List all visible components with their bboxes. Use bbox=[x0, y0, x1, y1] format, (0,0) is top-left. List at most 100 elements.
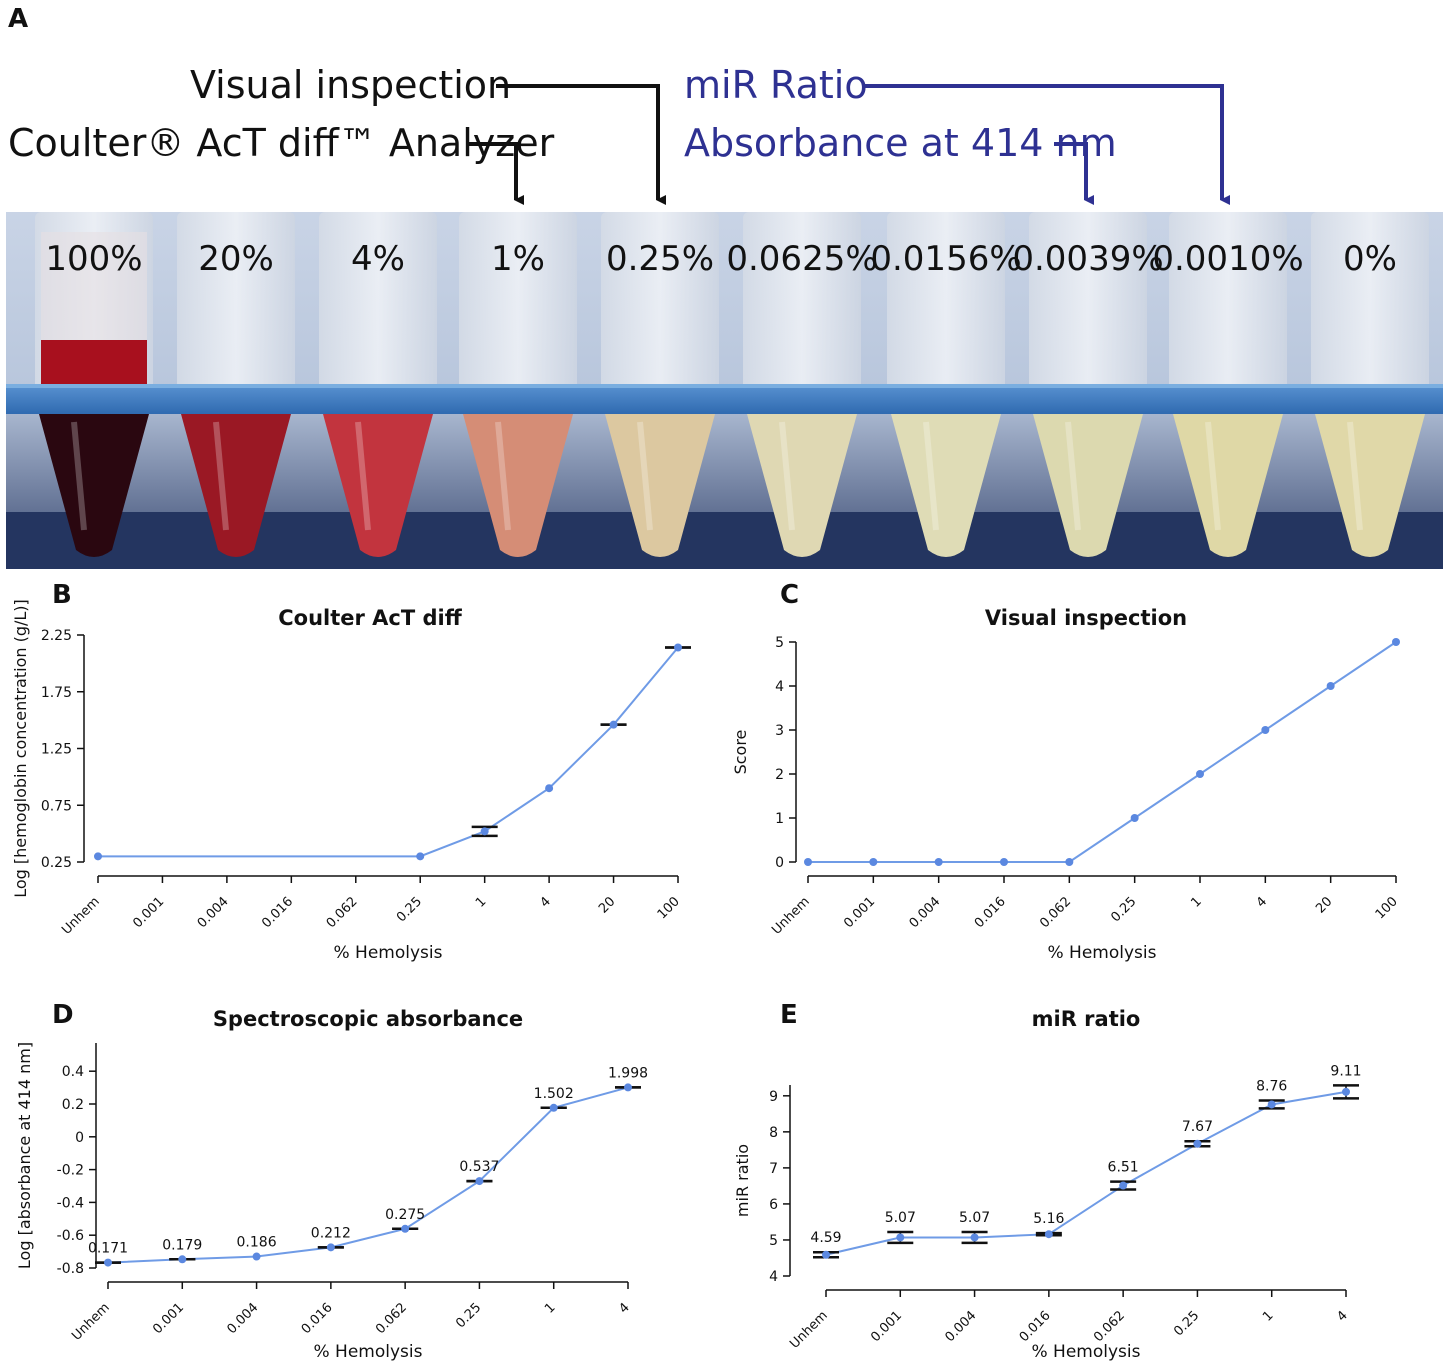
tube-liquid bbox=[1315, 414, 1425, 557]
x-tick-label: 0.004 bbox=[195, 894, 232, 931]
x-tick-label: 0.004 bbox=[224, 1300, 261, 1337]
tube-label: 0.25% bbox=[606, 239, 714, 279]
x-tick-label: 0.004 bbox=[942, 1308, 979, 1345]
x-tick-label: 0.016 bbox=[1017, 1308, 1054, 1345]
x-tick-label: 0.062 bbox=[1091, 1308, 1128, 1345]
x-tick-label: 0.25 bbox=[1171, 1308, 1202, 1339]
series-line bbox=[98, 646, 679, 858]
data-label: 5.16 bbox=[1033, 1211, 1064, 1227]
x-tick-label: Unhem bbox=[769, 894, 813, 938]
y-tick-label: 0.75 bbox=[41, 798, 72, 814]
x-tick-label: 100 bbox=[1373, 894, 1401, 922]
data-point bbox=[401, 1224, 410, 1233]
method-arrows bbox=[466, 84, 1230, 205]
tube-label: 0.0625% bbox=[726, 239, 877, 279]
x-tick-label: Unhem bbox=[69, 1300, 113, 1344]
tube-label: 0% bbox=[1343, 239, 1397, 279]
data-point bbox=[1267, 1100, 1276, 1109]
y-tick-label: 0.4 bbox=[62, 1064, 84, 1080]
tube bbox=[459, 212, 577, 392]
x-tick-label: 4 bbox=[616, 1300, 632, 1316]
data-point bbox=[416, 852, 425, 861]
y-tick-label: 8 bbox=[769, 1125, 778, 1141]
x-tick-label: 0.062 bbox=[373, 1300, 410, 1337]
data-point bbox=[326, 1243, 335, 1252]
data-point bbox=[869, 858, 878, 866]
x-tick-label: 0.001 bbox=[868, 1308, 905, 1345]
y-tick-label: 3 bbox=[775, 723, 784, 739]
y-axis-label: Log [hemoglobin concentration (g/L)] bbox=[11, 599, 30, 898]
data-label: 1.998 bbox=[608, 1065, 648, 1081]
data-point bbox=[1326, 682, 1335, 690]
data-point bbox=[1261, 726, 1270, 734]
data-label: 7.67 bbox=[1182, 1119, 1213, 1135]
y-axis-label: miR ratio bbox=[733, 1144, 752, 1217]
panel-letter-b: B bbox=[52, 580, 72, 610]
data-point bbox=[480, 827, 489, 836]
x-tick-label: 1 bbox=[1260, 1308, 1276, 1324]
tube-liquid bbox=[323, 414, 433, 557]
x-axis-label: % Hemolysis bbox=[1032, 1342, 1141, 1362]
tube-rack bbox=[6, 384, 1443, 414]
tube-upper bbox=[41, 232, 147, 340]
tube bbox=[887, 212, 1005, 392]
data-label: 0.275 bbox=[385, 1207, 425, 1223]
data-point bbox=[1065, 858, 1074, 866]
tube-highlight bbox=[923, 421, 939, 531]
tube-highlight bbox=[1205, 421, 1221, 531]
x-tick-label: 0.001 bbox=[150, 1300, 187, 1337]
tube bbox=[319, 212, 437, 392]
chart-title: Spectroscopic absorbance bbox=[213, 1007, 523, 1031]
arrow-visual-inspection bbox=[496, 84, 666, 205]
x-tick-label: 100 bbox=[655, 894, 683, 922]
x-tick-label: 0.016 bbox=[259, 894, 296, 931]
data-label: 0.186 bbox=[237, 1235, 277, 1251]
y-tick-label: 4 bbox=[769, 1269, 778, 1285]
y-tick-label: 9 bbox=[769, 1089, 778, 1105]
data-point bbox=[1193, 1139, 1202, 1148]
x-tick-label: 0.016 bbox=[972, 894, 1009, 931]
data-point bbox=[1130, 814, 1139, 822]
data-label: 0.171 bbox=[88, 1241, 128, 1257]
data-point bbox=[970, 1233, 979, 1242]
tube-label: 4% bbox=[351, 239, 405, 279]
chart-mir-ratio: miR ratio 4 5 6 7 8 9 miR ratio Unhem 0.001 0.004 0… bbox=[733, 1007, 1362, 1362]
x-tick-label: Unhem bbox=[787, 1308, 831, 1352]
tube bbox=[601, 212, 719, 392]
y-axis-label: Log [absorbance at 414 nm] bbox=[15, 1042, 34, 1269]
chart-visual-inspection: Visual inspection 0 1 2 3 4 5 Score Unhem 0.001 0.… bbox=[731, 606, 1401, 963]
x-tick-label: 0.25 bbox=[453, 1300, 484, 1331]
x-tick-label: 20 bbox=[596, 894, 618, 916]
data-point bbox=[1044, 1230, 1053, 1239]
y-tick-label: 1.75 bbox=[41, 685, 72, 701]
data-point bbox=[624, 1083, 632, 1092]
tube-liquid bbox=[1173, 414, 1283, 557]
data-label: 5.07 bbox=[885, 1210, 916, 1226]
tube-label: 100% bbox=[45, 239, 142, 279]
data-point bbox=[104, 1258, 112, 1267]
y-tick-label: 2 bbox=[775, 767, 784, 783]
data-point bbox=[475, 1177, 484, 1186]
y-axis-label: Score bbox=[731, 730, 750, 775]
x-tick-label: 1 bbox=[1188, 894, 1204, 910]
data-label: 9.11 bbox=[1330, 1063, 1361, 1079]
chart-title: miR ratio bbox=[1032, 1007, 1141, 1031]
tube bbox=[1169, 212, 1287, 392]
chart-spectroscopic-absorbance: Spectroscopic absorbance -0.8 -0.6 -0.4 -0.2… bbox=[15, 1007, 648, 1362]
tube-liquid bbox=[463, 414, 573, 557]
tube-highlight bbox=[637, 421, 653, 531]
y-tick-label: 1 bbox=[775, 811, 784, 827]
tube-label: 1% bbox=[491, 239, 545, 279]
tube-label: 0.0010% bbox=[1152, 239, 1303, 279]
x-tick-label: 0.016 bbox=[299, 1300, 336, 1337]
x-tick-label: 0.001 bbox=[130, 894, 167, 931]
tube-highlight bbox=[495, 421, 511, 531]
y-tick-label: 0 bbox=[75, 1130, 84, 1146]
y-tick-label: 4 bbox=[775, 679, 784, 695]
x-tick-label: 20 bbox=[1313, 894, 1335, 916]
tube-highlight bbox=[355, 421, 371, 531]
tube-label: 0.0156% bbox=[870, 239, 1021, 279]
x-tick-label: 4 bbox=[1254, 894, 1270, 910]
tube-highlight bbox=[71, 421, 87, 531]
label-visual-inspection: Visual inspection bbox=[190, 63, 512, 107]
